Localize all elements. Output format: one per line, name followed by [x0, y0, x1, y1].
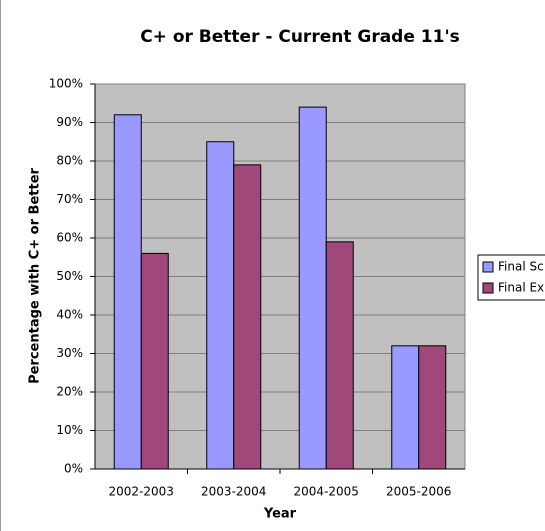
x-axis-title: Year — [263, 507, 297, 522]
y-axis-title: Percentage with C+ or Better — [28, 167, 43, 383]
y-tick-label: 50% — [56, 269, 83, 283]
y-tick-label: 90% — [56, 115, 83, 129]
bar — [140, 252, 169, 470]
y-tick-label: 20% — [56, 385, 83, 399]
x-tick-label: 2002-2003 — [109, 485, 174, 499]
y-tick-label: 40% — [56, 308, 83, 322]
bar — [206, 141, 235, 470]
bar — [298, 106, 327, 470]
chart-title: C+ or Better - Current Grade 11's — [140, 27, 460, 47]
legend-swatch — [482, 261, 494, 273]
y-tick-label: 100% — [49, 77, 83, 91]
legend-label: Final Ex — [498, 281, 544, 295]
y-tick-label: 60% — [56, 231, 83, 245]
x-tick-label: 2005-2006 — [386, 485, 451, 499]
legend-label: Final Sc — [498, 260, 544, 274]
legend-swatch — [482, 282, 494, 294]
y-tick-label: 80% — [56, 154, 83, 168]
x-tick-label: 2003-2004 — [201, 485, 266, 499]
y-tick-label: 0% — [64, 462, 83, 476]
y-tick-label: 70% — [56, 192, 83, 206]
bar — [233, 164, 262, 470]
y-tick-label: 30% — [56, 346, 83, 360]
y-tick-label: 10% — [56, 423, 83, 437]
x-tick-label: 2004-2005 — [294, 485, 359, 499]
bar — [418, 345, 447, 470]
bar — [391, 345, 420, 470]
bar — [113, 114, 142, 470]
bar — [325, 241, 354, 470]
